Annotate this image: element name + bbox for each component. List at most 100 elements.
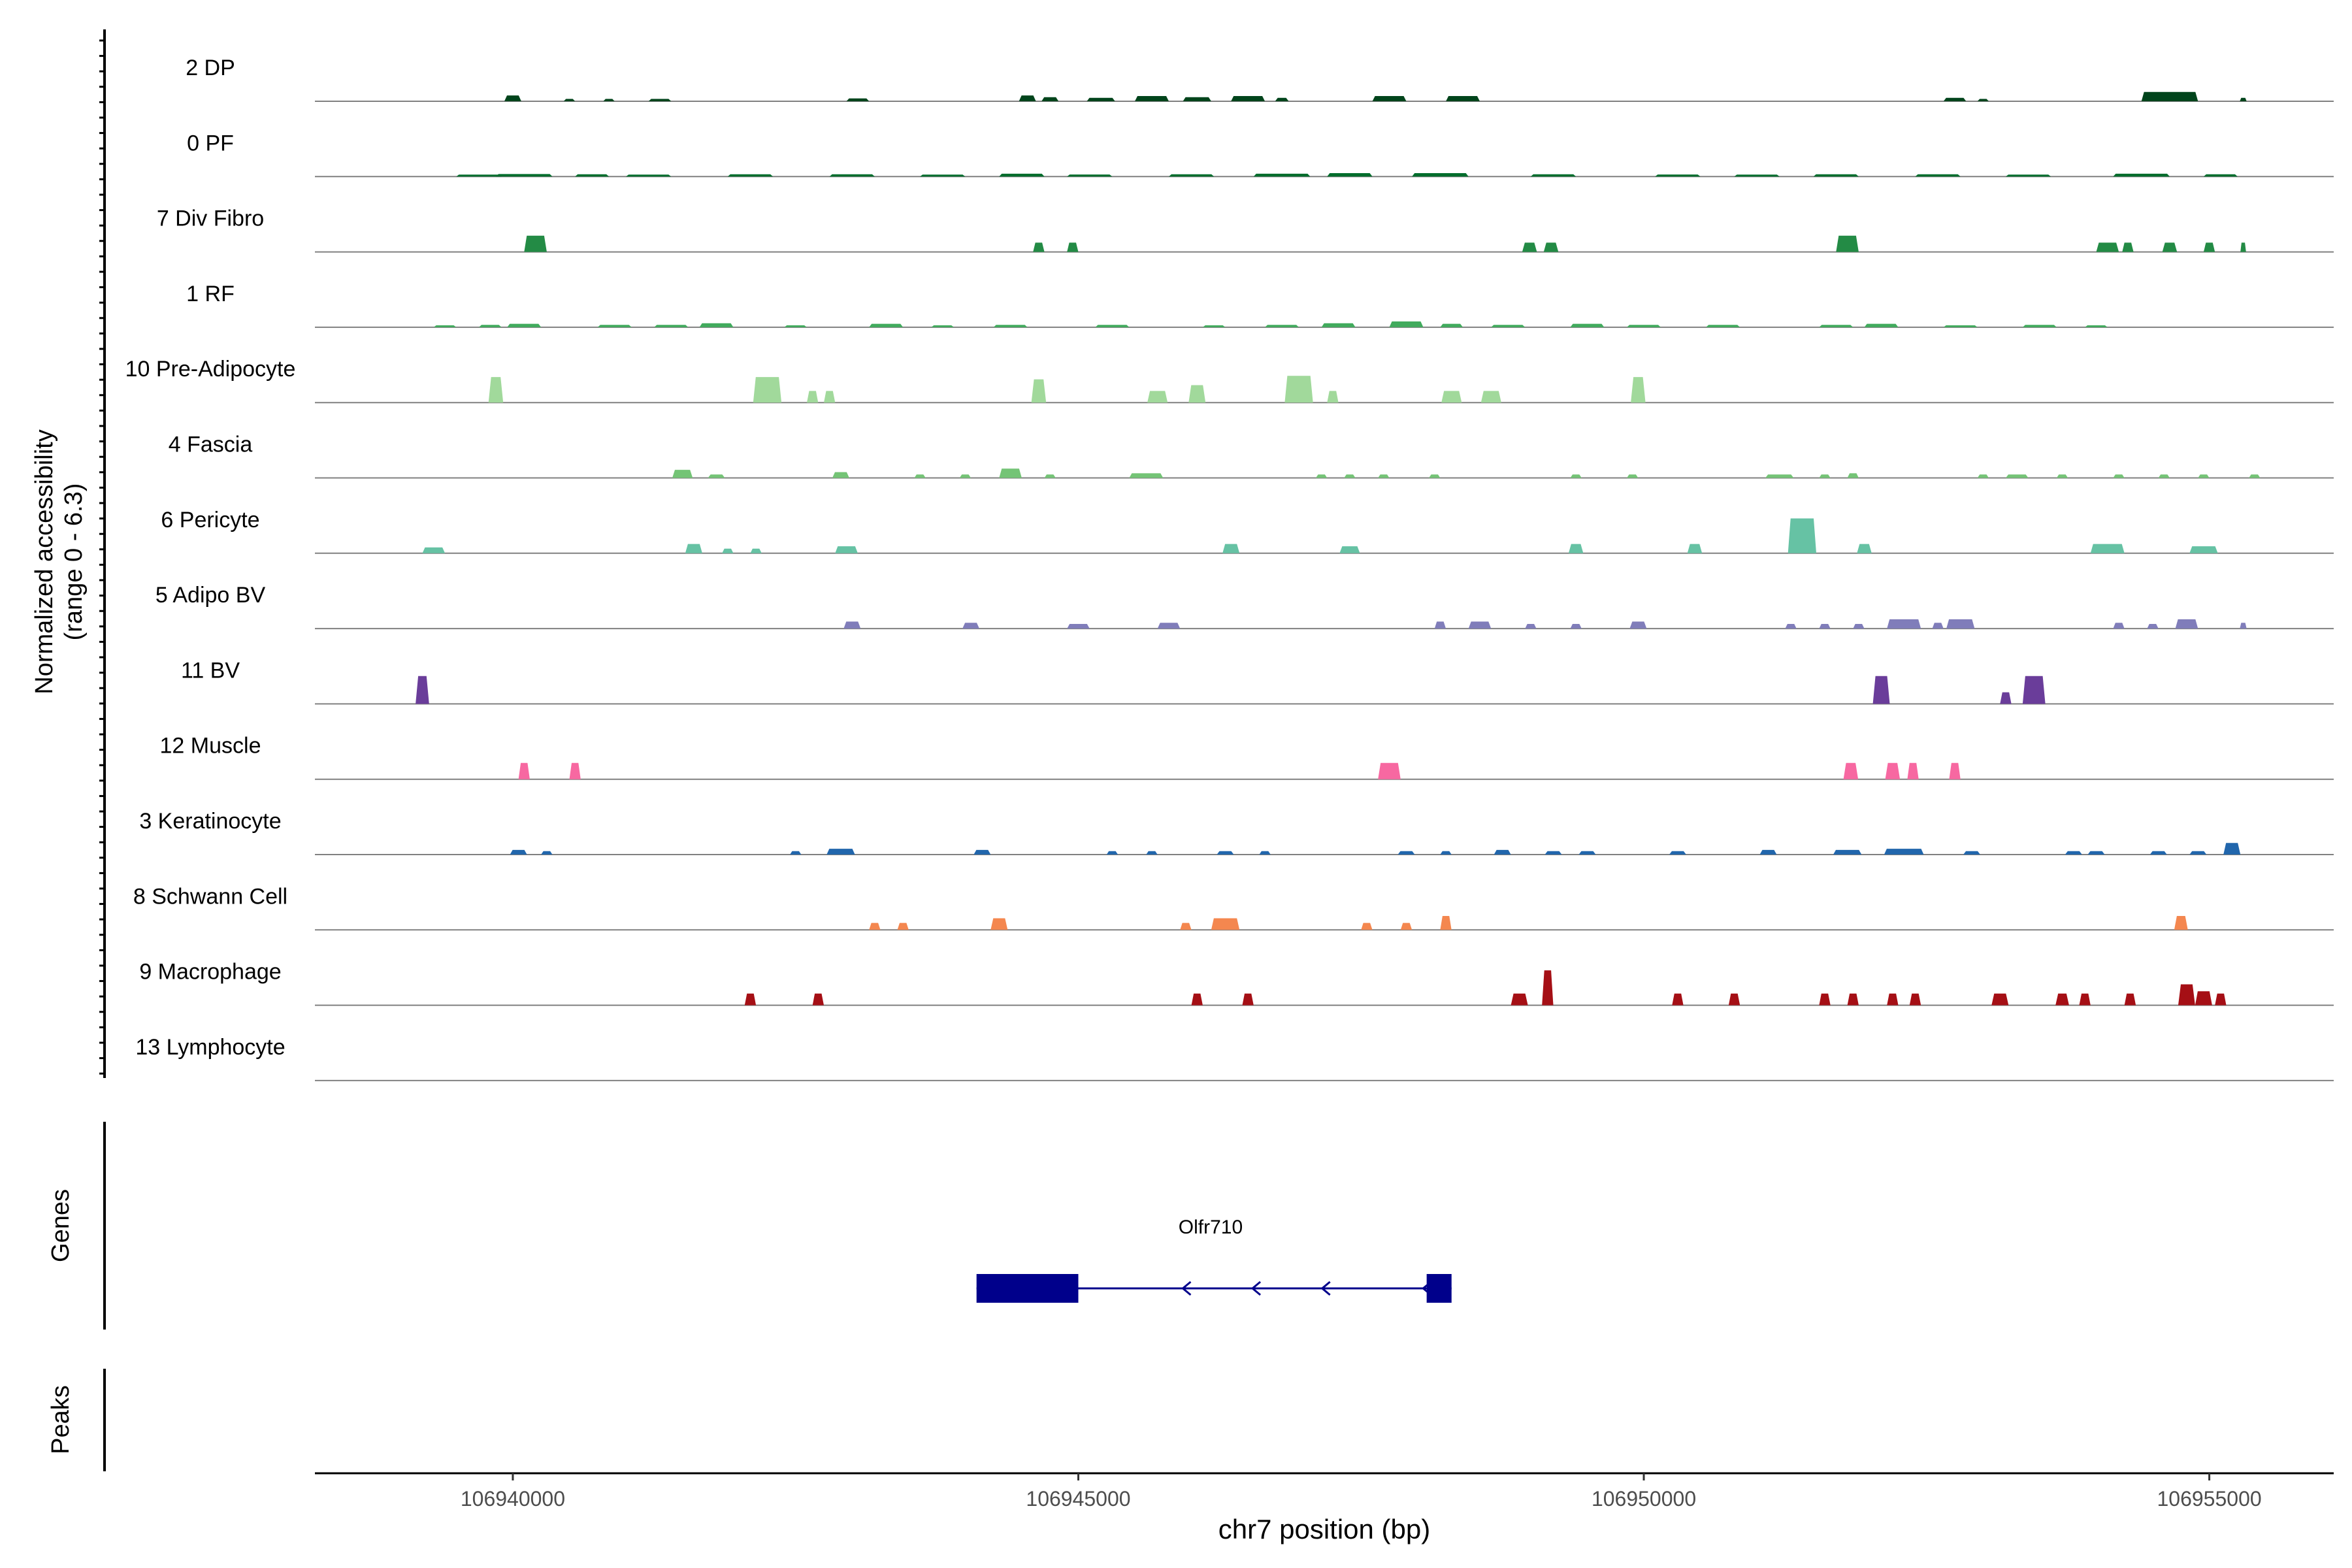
- coverage-peak: [1086, 97, 1115, 101]
- coverage-peak: [2149, 851, 2167, 855]
- track-label: 6 Pericyte: [161, 508, 259, 532]
- coverage-peak: [835, 546, 858, 553]
- gene-exon: [976, 1274, 1079, 1303]
- coverage-peak: [1943, 97, 1967, 101]
- coverage-peak: [2006, 474, 2029, 478]
- track-label: 10 Pre-Adipocyte: [125, 357, 296, 382]
- track-label: 12 Muscle: [160, 734, 261, 759]
- coverage-peak: [1191, 993, 1203, 1005]
- coverage-peak: [2147, 624, 2159, 629]
- coverage-peak: [2215, 993, 2227, 1005]
- coverage-peak: [784, 325, 807, 327]
- track-label: 5 Adipo BV: [155, 583, 266, 608]
- coverage-peak: [524, 235, 547, 252]
- track-label: 4 Fascia: [169, 433, 253, 457]
- coverage-peak: [1706, 325, 1740, 327]
- coverage-peak: [1949, 762, 1961, 779]
- strand-arrow: [1181, 1281, 1192, 1296]
- coverage-peak: [1231, 96, 1266, 101]
- coverage-peak: [1687, 544, 1703, 553]
- track-13: 9 Macrophage: [139, 960, 2334, 1006]
- track-5: 10 Pre-Adipocyte: [125, 357, 2334, 404]
- coverage-peak: [1242, 993, 1254, 1005]
- coverage-peak: [1491, 325, 1526, 327]
- coverage-peak: [1217, 851, 1234, 855]
- coverage-peak: [672, 470, 693, 478]
- coverage-peak: [1412, 173, 1469, 177]
- track-label: 2 DP: [186, 56, 235, 80]
- coverage-peak: [1265, 325, 1299, 327]
- coverage-peak: [1627, 325, 1661, 327]
- coverage-peak: [1568, 544, 1584, 553]
- coverage-peak: [1627, 474, 1639, 478]
- coverage-peak: [1932, 623, 1944, 629]
- coverage-peak: [1819, 993, 1831, 1005]
- coverage-peak: [1259, 851, 1271, 855]
- coverage-peak: [541, 851, 553, 855]
- track-label: 13 Lymphocyte: [135, 1035, 285, 1060]
- coverage-peak: [1316, 474, 1328, 478]
- coverage-peak: [869, 323, 904, 327]
- strand-arrow: [1320, 1281, 1331, 1296]
- coverage-peak: [1067, 174, 1113, 177]
- coverage-peak: [1321, 323, 1356, 327]
- coverage-peak: [807, 391, 819, 403]
- coverage-peak: [1788, 518, 1816, 553]
- track-label: 3 Keratinocyte: [139, 809, 281, 834]
- coverage-peak: [727, 174, 774, 177]
- coverage-peak: [708, 474, 725, 478]
- peaks-label: Peaks: [47, 1385, 74, 1454]
- coverage-peak: [2175, 619, 2198, 629]
- genes-panel: Genes Olfr710: [47, 1122, 1452, 1330]
- coverage-peak: [1019, 95, 1036, 101]
- coverage-peak: [1188, 385, 1206, 403]
- coverage-peak: [869, 923, 881, 930]
- coverage-peak: [790, 851, 802, 855]
- coverage-peak: [1813, 174, 1859, 177]
- x-axis-title: chr7 position (bp): [1218, 1514, 1431, 1544]
- coverage-peak: [1977, 99, 1989, 101]
- coverage-peak: [959, 474, 971, 478]
- coverage-peak: [2000, 692, 2012, 704]
- coverage-peak: [1759, 849, 1777, 855]
- coverage-peak: [1389, 321, 1424, 327]
- coverage-peak: [2195, 991, 2212, 1005]
- coverage-peak: [1885, 762, 1901, 779]
- coverage-peak: [931, 325, 955, 327]
- coverage-peak: [1327, 391, 1339, 403]
- coverage-peak: [1095, 325, 1130, 327]
- coverage-peak: [2087, 851, 2105, 855]
- coverage-peak: [1169, 174, 1215, 177]
- coverage-peak: [2203, 174, 2238, 177]
- coverage-peak: [1853, 624, 1865, 629]
- coverage-peak: [1578, 851, 1596, 855]
- coverage-peak: [750, 548, 762, 553]
- coverage-peak: [2055, 993, 2069, 1005]
- coverage-peak: [2240, 623, 2247, 629]
- coverage-peak: [488, 377, 504, 403]
- y-axis-label: Normalized accessibility: [31, 429, 58, 694]
- coverage-peak: [1284, 376, 1313, 403]
- coverage-peak: [2203, 242, 2215, 252]
- coverage-peak: [1525, 624, 1537, 629]
- coverage-peak: [2122, 242, 2134, 252]
- coverage-peak: [1570, 323, 1605, 327]
- coverage-peak: [2223, 843, 2241, 855]
- track-4: 1 RF: [186, 282, 2334, 328]
- coverage-peak: [456, 174, 502, 177]
- coverage-peak: [496, 174, 553, 177]
- coverage-peak: [2085, 325, 2108, 327]
- coverage-peak: [2090, 544, 2125, 553]
- coverage-peak: [1887, 619, 1921, 629]
- gene-exon: [1426, 1274, 1452, 1303]
- coverage-peak: [603, 99, 615, 101]
- coverage-peak: [2240, 242, 2246, 252]
- coverage-peak: [1864, 323, 1899, 327]
- coverage-peak: [1544, 851, 1562, 855]
- coverage-peak: [1907, 762, 1919, 779]
- coverage-peak: [1884, 849, 1924, 855]
- genes-label: Genes: [47, 1189, 74, 1262]
- coverage-peak: [1372, 96, 1407, 101]
- coverage-peak: [1843, 762, 1859, 779]
